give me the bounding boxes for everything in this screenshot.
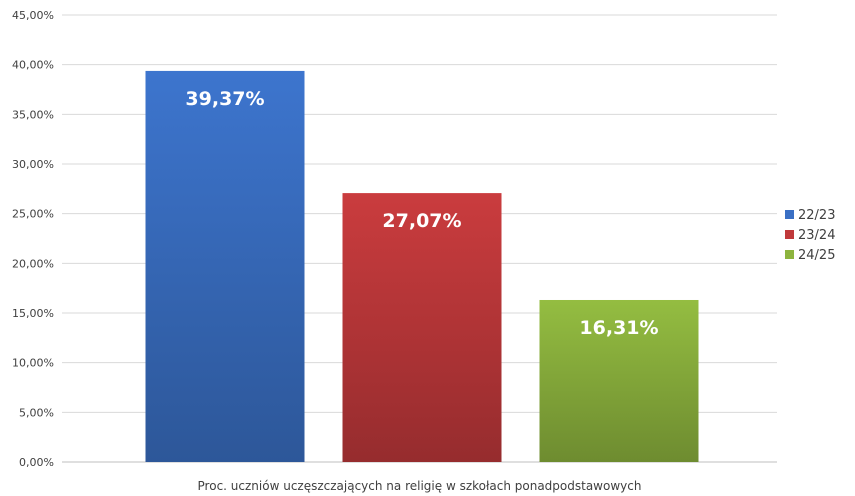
y-tick-label: 45,00% [12,9,54,22]
legend-swatch [785,230,794,239]
bars [145,70,699,462]
y-tick-label: 25,00% [12,208,54,221]
bar-23-24 [342,193,502,462]
y-tick-label: 15,00% [12,307,54,320]
y-tick-label: 10,00% [12,357,54,370]
y-tick-label: 40,00% [12,59,54,72]
legend-label: 22/23 [798,208,835,223]
legend-swatch [785,210,794,219]
data-label: 27,07% [382,210,461,232]
legend-swatch [785,250,794,259]
bar-22-23 [145,70,305,462]
bar-24-25 [539,299,699,462]
y-tick-label: 30,00% [12,158,54,171]
data-label: 16,31% [579,317,658,339]
y-tick-label: 5,00% [19,406,54,419]
data-labels: 39,37% 27,07% 16,31% [185,88,658,339]
x-axis-title: Proc. uczniów uczęszczających na religię… [198,479,642,493]
legend-label: 24/25 [798,248,835,263]
legend-label: 23/24 [798,228,835,243]
data-label: 39,37% [185,88,264,110]
y-tick-label: 35,00% [12,108,54,121]
y-tick-label: 0,00% [19,456,54,469]
legend: 22/23 23/24 24/25 [785,208,835,263]
y-tick-label: 20,00% [12,257,54,270]
y-axis-ticks: 0,00% 5,00% 10,00% 15,00% 20,00% 25,00% 30,00%… [12,9,54,469]
